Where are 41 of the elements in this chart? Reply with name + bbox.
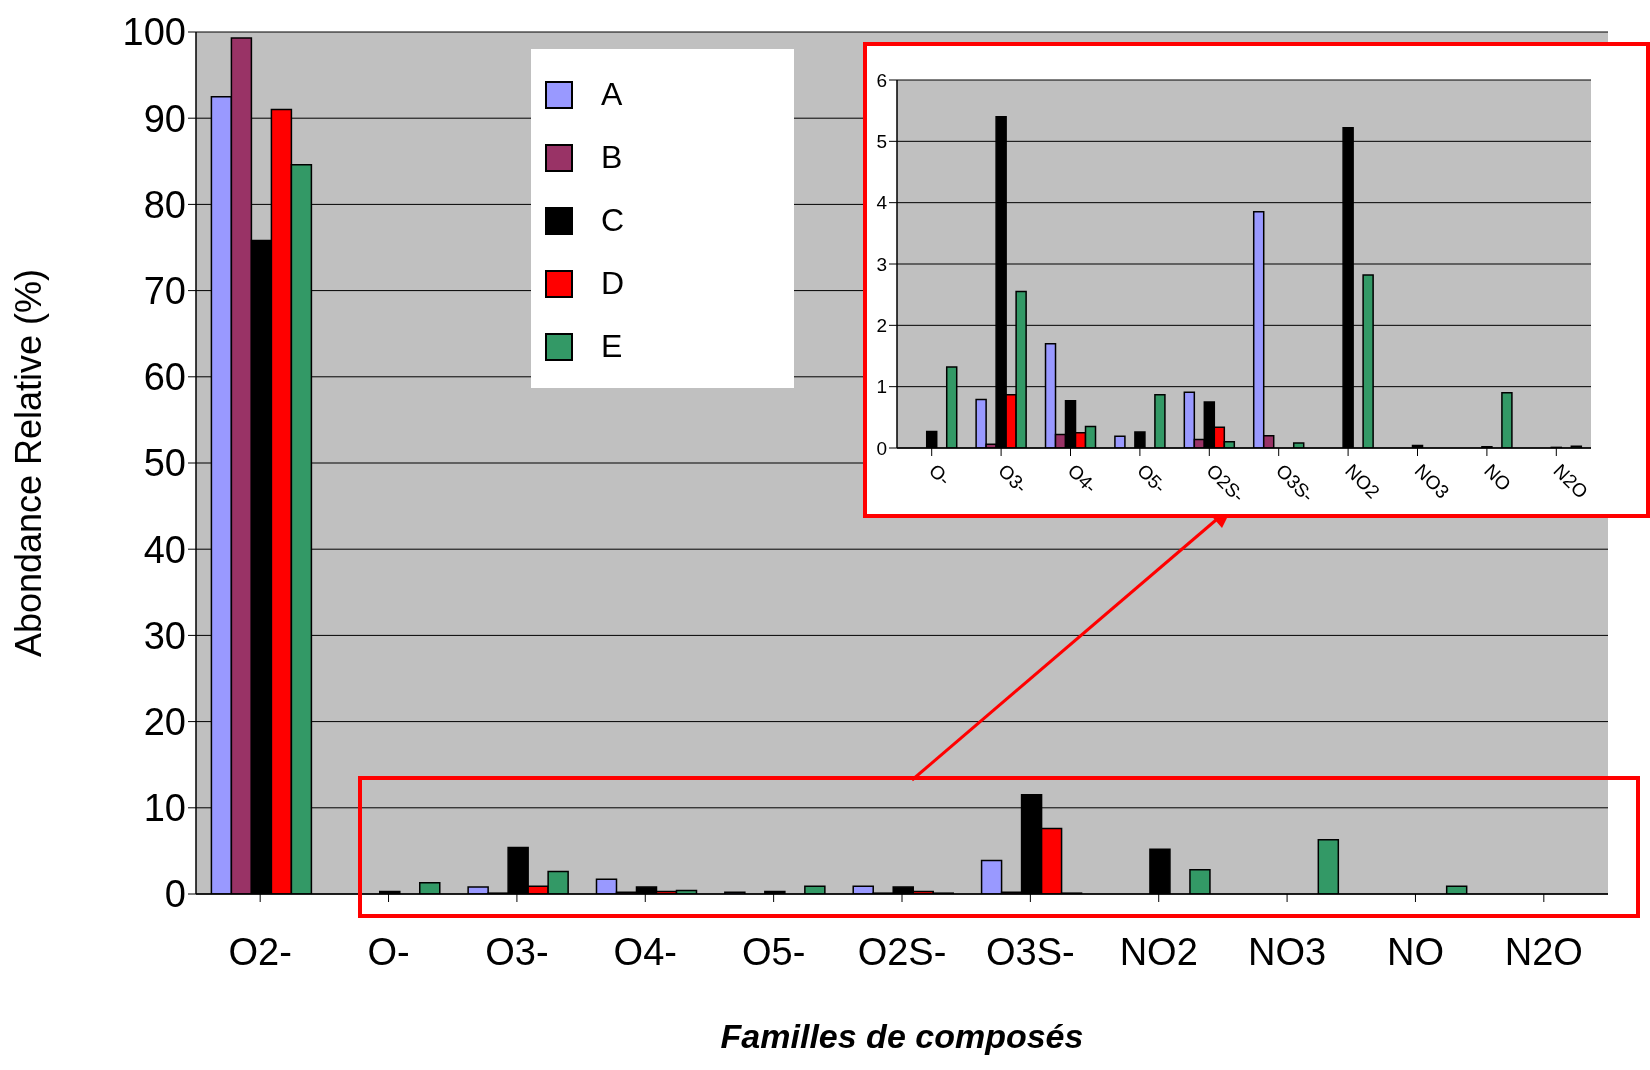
x-tick-label: O2- [228,930,292,973]
x-tick-label: O5- [741,930,806,973]
y-tick-label: 100 [122,11,186,54]
legend-label: B [601,139,623,176]
y-tick-label: 3 [876,253,887,275]
y-tick-label: 0 [876,437,887,459]
x-tick-label: O5- [1133,459,1171,498]
y-tick-label: 40 [143,528,186,571]
x-tick-label: NO3 [1248,930,1327,973]
y-tick-label: 6 [876,69,887,91]
x-tick-label: O4- [613,930,677,973]
x-tick-label: NO [1480,459,1516,495]
x-axis-title: Familles de composés [720,1017,1084,1055]
x-tick-label: N2O [1504,930,1583,973]
y-tick-label: 5 [876,131,887,153]
legend-label: D [601,265,625,302]
y-axis-title: Abondance Relative (%) [7,268,49,658]
y-tick-label: 30 [143,614,186,657]
y-tick-label: 20 [143,701,186,744]
x-tick-label: O4- [1063,459,1101,498]
y-tick-label: 1 [876,376,887,398]
y-tick-label: 4 [876,192,888,214]
y-tick-label: 80 [143,183,186,226]
y-tick-label: 90 [143,97,186,140]
y-tick-label: 2 [876,315,887,337]
y-tick-label: 70 [143,270,186,313]
x-tick-label: O- [924,459,955,490]
y-tick-label: 0 [164,873,186,916]
y-tick-label: 60 [143,356,186,399]
x-tick-label: O3- [485,930,549,973]
legend-label: A [601,76,623,113]
y-tick-label: 10 [143,787,186,830]
x-tick-label: O3- [994,459,1032,498]
x-tick-label: NO [1386,930,1444,973]
x-tick-label: O- [367,930,410,973]
x-tick-label: NO2 [1119,930,1198,973]
legend-label: E [601,328,623,365]
x-tick-label: O2S- [857,930,947,973]
legend-label: C [601,202,625,239]
x-tick-label: O3S- [986,930,1075,973]
y-tick-label: 50 [143,442,186,485]
